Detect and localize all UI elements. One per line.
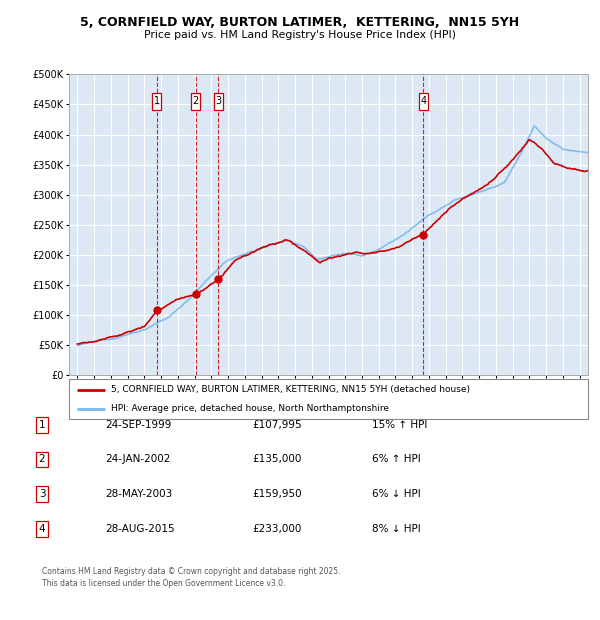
Text: 2: 2: [193, 97, 199, 107]
FancyBboxPatch shape: [69, 379, 588, 419]
Text: 4: 4: [38, 524, 46, 534]
Text: This data is licensed under the Open Government Licence v3.0.: This data is licensed under the Open Gov…: [42, 579, 286, 588]
Text: £159,950: £159,950: [252, 489, 302, 499]
Text: £233,000: £233,000: [252, 524, 301, 534]
FancyBboxPatch shape: [214, 93, 223, 110]
Text: 15% ↑ HPI: 15% ↑ HPI: [372, 420, 427, 430]
Text: 28-AUG-2015: 28-AUG-2015: [105, 524, 175, 534]
Text: Contains HM Land Registry data © Crown copyright and database right 2025.: Contains HM Land Registry data © Crown c…: [42, 567, 341, 576]
Text: 5, CORNFIELD WAY, BURTON LATIMER,  KETTERING,  NN15 5YH: 5, CORNFIELD WAY, BURTON LATIMER, KETTER…: [80, 16, 520, 29]
Text: 6% ↑ HPI: 6% ↑ HPI: [372, 454, 421, 464]
Text: 1: 1: [154, 97, 160, 107]
Text: 1: 1: [38, 420, 46, 430]
Text: 2: 2: [38, 454, 46, 464]
Text: £135,000: £135,000: [252, 454, 301, 464]
Text: 24-JAN-2002: 24-JAN-2002: [105, 454, 170, 464]
FancyBboxPatch shape: [419, 93, 428, 110]
Text: 4: 4: [420, 97, 427, 107]
Text: 3: 3: [38, 489, 46, 499]
FancyBboxPatch shape: [152, 93, 161, 110]
Text: 8% ↓ HPI: 8% ↓ HPI: [372, 524, 421, 534]
Text: 6% ↓ HPI: 6% ↓ HPI: [372, 489, 421, 499]
Text: 28-MAY-2003: 28-MAY-2003: [105, 489, 172, 499]
FancyBboxPatch shape: [191, 93, 200, 110]
Text: 24-SEP-1999: 24-SEP-1999: [105, 420, 172, 430]
Text: 5, CORNFIELD WAY, BURTON LATIMER, KETTERING, NN15 5YH (detached house): 5, CORNFIELD WAY, BURTON LATIMER, KETTER…: [110, 386, 470, 394]
Text: HPI: Average price, detached house, North Northamptonshire: HPI: Average price, detached house, Nort…: [110, 404, 389, 414]
Text: 3: 3: [215, 97, 221, 107]
Text: Price paid vs. HM Land Registry's House Price Index (HPI): Price paid vs. HM Land Registry's House …: [144, 30, 456, 40]
Text: £107,995: £107,995: [252, 420, 302, 430]
